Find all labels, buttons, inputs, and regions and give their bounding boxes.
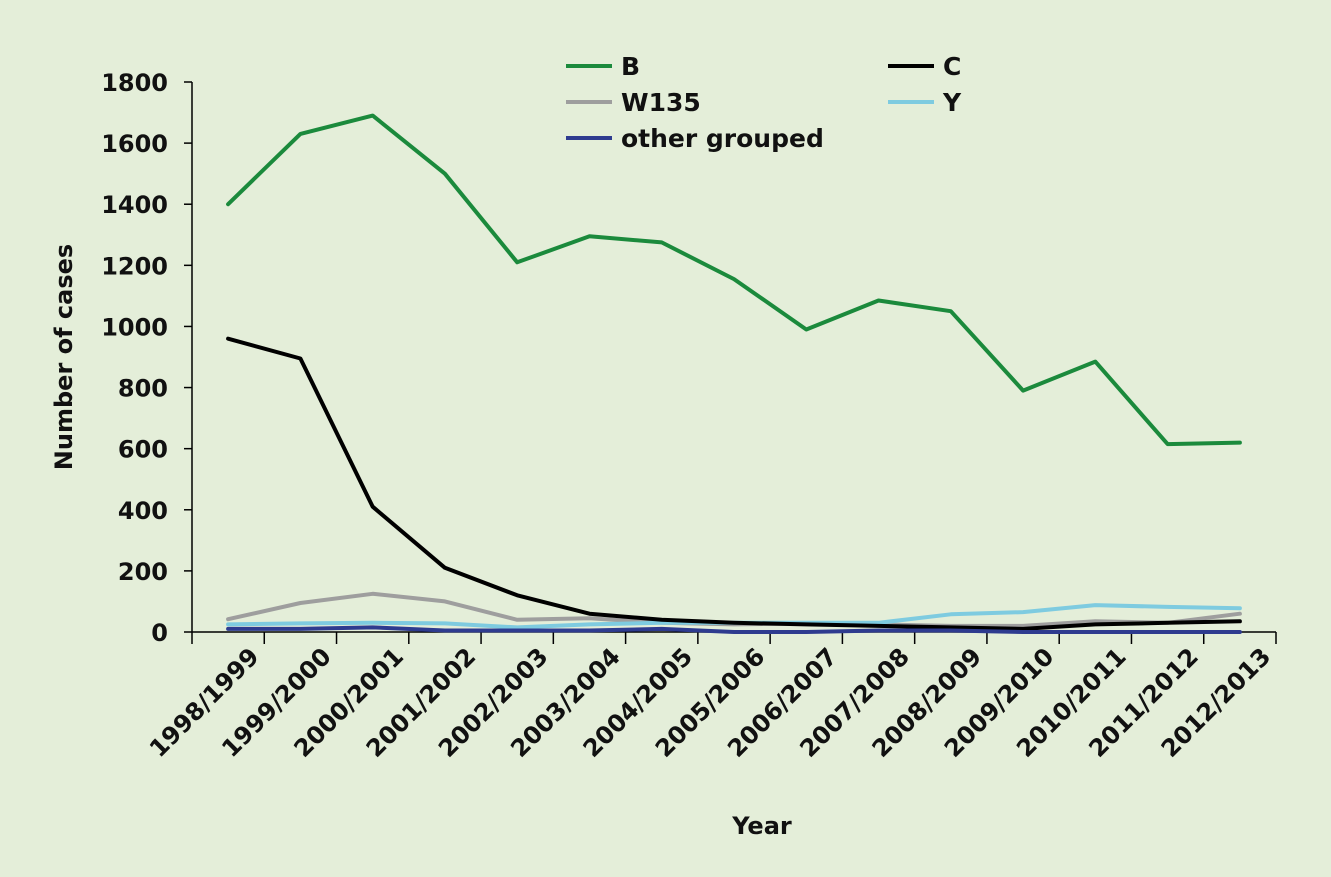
y-axis-ticks: 0 200 400 600 800 1000 1200 1400 1600 1800 (101, 69, 192, 647)
y-tick-label: 800 (118, 375, 168, 403)
y-tick-label: 1000 (101, 313, 168, 341)
x-axis-title: Year (731, 812, 792, 840)
x-axis-ticks: 1998/19991999/20002000/20012001/20022002… (144, 632, 1277, 763)
legend-label: Y (942, 88, 962, 117)
legend-label: C (943, 52, 961, 81)
y-tick-label: 1600 (101, 130, 168, 158)
legend-label: other grouped (621, 124, 824, 153)
y-tick-label: 1800 (101, 69, 168, 97)
series-line-other-grouped (226, 625, 1242, 634)
series-line-c (226, 336, 1242, 631)
legend-label: W135 (621, 88, 701, 117)
y-tick-label: 1200 (101, 252, 168, 280)
y-tick-label: 0 (151, 619, 168, 647)
y-tick-label: 1400 (101, 191, 168, 219)
y-tick-label: 200 (118, 558, 168, 586)
y-axis-title: Number of cases (50, 244, 78, 470)
series-lines (226, 113, 1242, 634)
axes (191, 82, 1276, 633)
series-line-b (226, 113, 1242, 447)
legend-label: B (621, 52, 640, 81)
y-tick-label: 600 (118, 436, 168, 464)
y-tick-label: 400 (118, 497, 168, 525)
